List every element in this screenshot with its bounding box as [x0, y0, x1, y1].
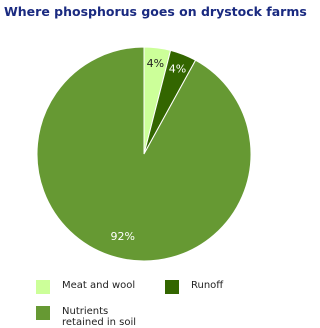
- data-label: 92%: [110, 230, 134, 243]
- legend-swatch: [36, 306, 50, 320]
- data-label: 4%: [169, 62, 186, 75]
- legend-item: Nutrients retained in soil: [36, 306, 146, 328]
- data-label: 4%: [147, 57, 164, 70]
- legend-label: Nutrients retained in soil: [62, 306, 137, 328]
- legend-label: Runoff: [191, 280, 224, 291]
- legend-swatch: [165, 280, 179, 294]
- page: Where phosphorus goes on drystock farms …: [4, 4, 307, 328]
- legend-item: Runoff: [165, 280, 275, 294]
- chart: 4% 4% 92%: [36, 46, 252, 262]
- pie-slice: [36, 46, 252, 262]
- legend-item: Meat and wool: [36, 280, 146, 294]
- legend-swatch: [36, 280, 50, 294]
- legend-label: Meat and wool: [62, 280, 136, 291]
- chart-title: Where phosphorus goes on drystock farms: [4, 4, 307, 19]
